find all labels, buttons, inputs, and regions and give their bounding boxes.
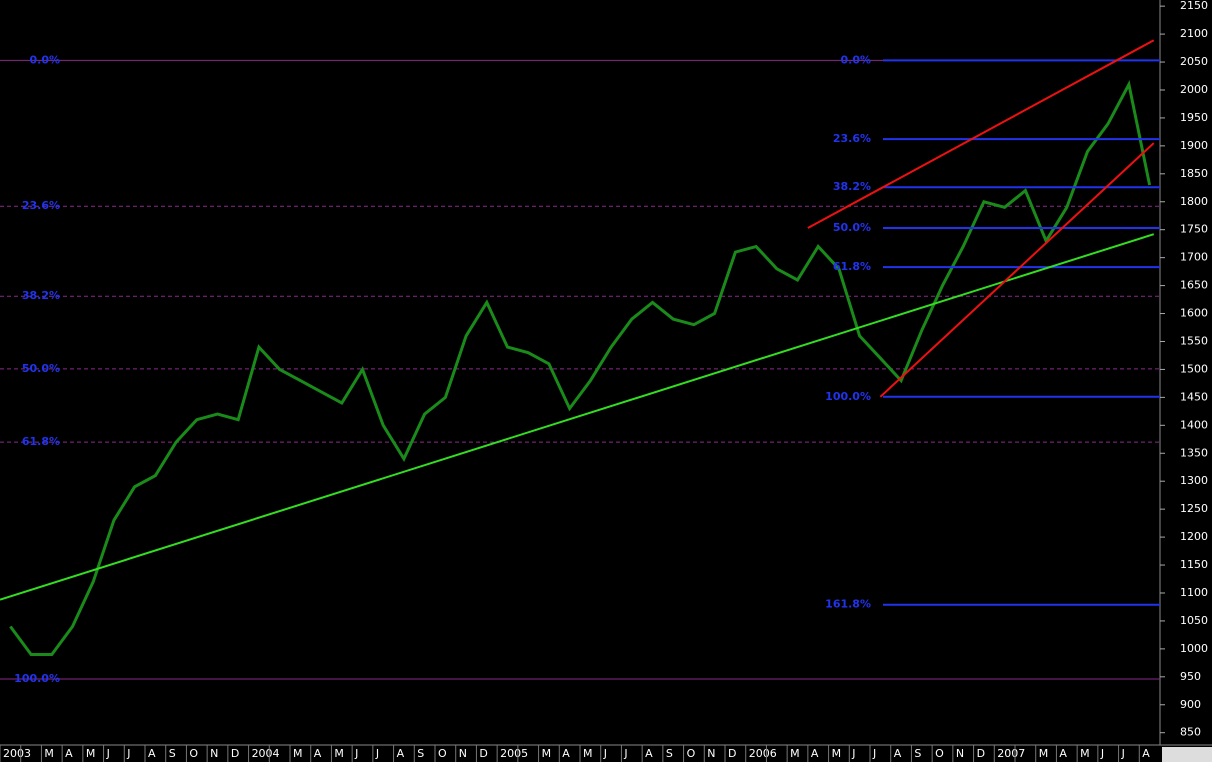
x-tick-label: J bbox=[851, 747, 855, 760]
y-tick-label: 1650 bbox=[1180, 279, 1208, 292]
trend-line bbox=[879, 142, 1155, 398]
x-tick-label: M bbox=[832, 747, 842, 760]
y-tick-label: 1050 bbox=[1180, 614, 1208, 627]
x-tick-label: A bbox=[645, 747, 653, 760]
x-tick-label: 2006 bbox=[749, 747, 777, 760]
x-tick-label: J bbox=[126, 747, 130, 760]
y-tick-label: 1600 bbox=[1180, 307, 1208, 320]
x-tick-label: N bbox=[459, 747, 467, 760]
y-tick-label: 950 bbox=[1180, 670, 1201, 683]
x-tick-label: A bbox=[397, 747, 405, 760]
trend-line bbox=[807, 39, 1155, 229]
x-tick-label: O bbox=[189, 747, 198, 760]
x-tick-label: S bbox=[914, 747, 921, 760]
y-tick-label: 1100 bbox=[1180, 586, 1208, 599]
x-tick-label: 2005 bbox=[500, 747, 528, 760]
x-tick-label: N bbox=[210, 747, 218, 760]
fib-label: 61.8% bbox=[22, 435, 60, 448]
fib-label: 38.2% bbox=[833, 180, 871, 193]
x-tick-label: D bbox=[231, 747, 239, 760]
x-tick-label: J bbox=[872, 747, 876, 760]
x-tick-label: M bbox=[44, 747, 54, 760]
x-tick-label: J bbox=[603, 747, 607, 760]
y-tick-label: 1350 bbox=[1180, 446, 1208, 459]
x-tick-label: A bbox=[811, 747, 819, 760]
fib-label: 100.0% bbox=[14, 672, 60, 685]
x-tick-label: A bbox=[314, 747, 322, 760]
x-tick-label: N bbox=[956, 747, 964, 760]
y-tick-label: 900 bbox=[1180, 698, 1201, 711]
x-tick-label: O bbox=[935, 747, 944, 760]
x-tick-label: M bbox=[542, 747, 552, 760]
x-tick-label: S bbox=[169, 747, 176, 760]
x-tick-label: J bbox=[623, 747, 627, 760]
y-tick-label: 1500 bbox=[1180, 362, 1208, 375]
y-tick-label: 1450 bbox=[1180, 390, 1208, 403]
y-tick-label: 1900 bbox=[1180, 139, 1208, 152]
fib-label: 61.8% bbox=[833, 260, 871, 273]
x-tick-label: M bbox=[293, 747, 303, 760]
fib-label: 50.0% bbox=[833, 221, 871, 234]
x-tick-label: M bbox=[1080, 747, 1090, 760]
y-tick-label: 2000 bbox=[1180, 83, 1208, 96]
x-tick-label: O bbox=[438, 747, 447, 760]
x-tick-label: M bbox=[334, 747, 344, 760]
x-tick-label: A bbox=[1142, 747, 1150, 760]
corner-box bbox=[1162, 747, 1212, 762]
x-tick-label: A bbox=[894, 747, 902, 760]
x-tick-label: D bbox=[728, 747, 736, 760]
x-tick-label: A bbox=[562, 747, 570, 760]
y-tick-label: 1800 bbox=[1180, 195, 1208, 208]
x-tick-label: S bbox=[417, 747, 424, 760]
x-tick-label: S bbox=[666, 747, 673, 760]
fib-label: 0.0% bbox=[840, 53, 871, 66]
fib-label: 100.0% bbox=[825, 390, 871, 403]
x-tick-label: A bbox=[1059, 747, 1067, 760]
fib-label: 0.0% bbox=[29, 53, 60, 66]
x-tick-label: M bbox=[583, 747, 593, 760]
y-tick-label: 850 bbox=[1180, 726, 1201, 739]
fib-label: 50.0% bbox=[22, 362, 60, 375]
y-tick-label: 1250 bbox=[1180, 502, 1208, 515]
x-tick-label: M bbox=[86, 747, 96, 760]
fib-label: 161.8% bbox=[825, 598, 871, 611]
y-tick-label: 1000 bbox=[1180, 642, 1208, 655]
y-tick-label: 1950 bbox=[1180, 111, 1208, 124]
y-tick-label: 1750 bbox=[1180, 223, 1208, 236]
y-tick-label: 2100 bbox=[1180, 27, 1208, 40]
y-tick-label: 2150 bbox=[1180, 0, 1208, 12]
x-tick-label: 2003 bbox=[3, 747, 31, 760]
x-tick-label: J bbox=[354, 747, 358, 760]
y-tick-label: 2050 bbox=[1180, 55, 1208, 68]
fib-label: 38.2% bbox=[22, 289, 60, 302]
y-tick-label: 1300 bbox=[1180, 474, 1208, 487]
y-tick-label: 1550 bbox=[1180, 334, 1208, 347]
fib-label: 23.6% bbox=[833, 132, 871, 145]
fib-label: 23.6% bbox=[22, 199, 60, 212]
x-tick-label: N bbox=[707, 747, 715, 760]
x-tick-label: M bbox=[1039, 747, 1049, 760]
x-tick-label: D bbox=[977, 747, 985, 760]
x-tick-label: 2004 bbox=[252, 747, 280, 760]
x-tick-label: J bbox=[375, 747, 379, 760]
x-tick-label: J bbox=[1100, 747, 1104, 760]
y-tick-label: 1150 bbox=[1180, 558, 1208, 571]
price-line bbox=[9, 80, 1152, 656]
x-tick-label: J bbox=[1121, 747, 1125, 760]
y-tick-label: 1400 bbox=[1180, 418, 1208, 431]
y-tick-label: 1200 bbox=[1180, 530, 1208, 543]
trend-line bbox=[0, 233, 1155, 601]
x-tick-label: A bbox=[65, 747, 73, 760]
x-tick-label: 2007 bbox=[997, 747, 1025, 760]
y-tick-label: 1700 bbox=[1180, 251, 1208, 264]
x-tick-label: O bbox=[687, 747, 696, 760]
x-tick-label: D bbox=[479, 747, 487, 760]
x-tick-label: J bbox=[106, 747, 110, 760]
y-tick-label: 1850 bbox=[1180, 167, 1208, 180]
x-tick-label: M bbox=[790, 747, 800, 760]
x-tick-label: A bbox=[148, 747, 156, 760]
